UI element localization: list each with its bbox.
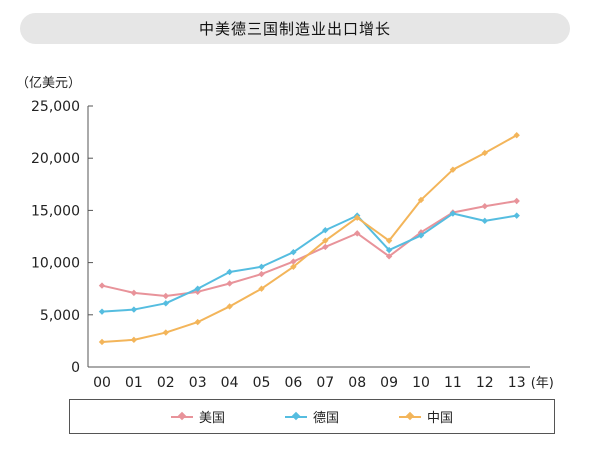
y-tick-label: 0 [71,360,80,376]
data-point-1 [290,248,297,256]
x-tick-label: 11 [444,375,462,391]
data-point-1 [98,308,106,315]
data-point-1 [449,210,457,217]
data-point-1 [226,268,233,276]
data-point-0 [513,197,520,205]
x-tick-label: 06 [284,375,302,391]
x-tick-label: 05 [253,375,271,391]
legend-swatch-us-icon [170,411,193,420]
legend-label-us: 美国 [198,411,225,426]
data-point-2 [385,237,393,244]
x-tick-label: 04 [221,375,239,391]
legend-item-us: 美国 [170,407,225,426]
series-line-1 [101,212,517,313]
data-point-0 [354,230,361,237]
series-line-2 [101,134,518,343]
legend-swatch-de-icon [284,411,307,420]
data-point-0 [385,253,393,260]
data-point-0 [322,243,329,251]
data-point-0 [290,258,297,265]
data-point-2 [322,237,329,244]
y-tick-label: 25,000 [31,99,80,115]
x-tick-label: 12 [476,375,494,391]
data-point-1 [322,227,329,234]
x-tick-label: 03 [189,375,207,391]
chart-title: 中美德三国制造业出口增长 [198,20,391,38]
x-tick-label: 13 [508,375,526,391]
data-point-1 [417,232,425,239]
data-point-0 [481,203,488,210]
data-point-2 [354,214,361,221]
data-point-2 [417,196,425,204]
data-point-2 [290,263,297,270]
y-tick-label: 10,000 [31,256,80,272]
x-tick-label: 02 [157,375,175,391]
y-tick-label: 5,000 [40,308,80,324]
data-point-1 [513,212,520,219]
legend-item-cn: 中国 [399,407,453,426]
x-tick-label: 09 [380,375,398,391]
legend: 美国 德国 中国 [69,399,555,434]
series-line-0 [101,200,517,298]
x-tick-label: 01 [125,375,143,391]
data-point-0 [98,282,106,289]
x-tick-label: 00 [93,375,111,391]
x-tick-label: 07 [316,375,334,391]
data-point-1 [194,285,201,292]
data-point-0 [162,292,169,300]
data-point-2 [258,285,265,292]
data-point-2 [481,149,488,157]
data-point-1 [130,306,138,313]
data-point-2 [162,329,169,336]
x-tick-label: 10 [412,375,430,391]
data-point-0 [226,280,233,287]
data-point-2 [130,336,138,344]
legend-swatch-cn-icon [399,411,421,420]
x-tick-label: 08 [348,375,366,391]
data-point-2 [194,318,201,326]
data-point-1 [481,217,488,225]
line-chart: 0 5,000 10,000 15,000 20,000 25,000 00 01 02 03 04… [31,99,554,391]
x-axis-label: (年) [531,376,554,391]
data-point-2 [98,338,106,346]
data-point-0 [258,270,265,278]
y-tick-label: 15,000 [31,203,80,219]
legend-label-cn: 中国 [427,411,454,426]
data-point-0 [130,289,138,297]
data-point-2 [449,166,457,173]
y-tick-label: 20,000 [31,151,80,167]
legend-item-de: 德国 [284,407,339,426]
chart-title-bar: 中美德三国制造业出口增长 [20,13,570,44]
data-point-1 [385,246,393,254]
data-point-1 [258,263,265,270]
data-point-2 [513,132,520,139]
legend-label-de: 德国 [312,411,339,426]
data-point-1 [162,300,169,307]
data-point-2 [226,303,233,310]
y-axis-unit-label: （亿美元） [16,76,82,91]
